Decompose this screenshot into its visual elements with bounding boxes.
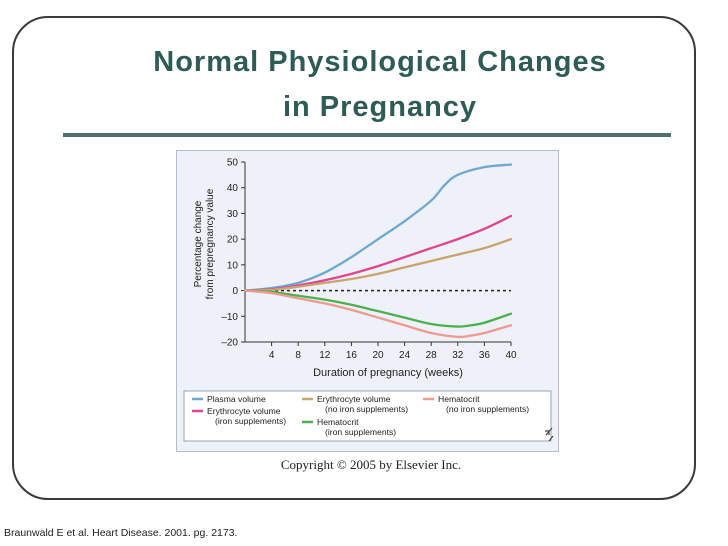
title-line-2: in Pregnancy	[282, 91, 478, 123]
copyright-text: Copyright © 2005 by Elsevier Inc.	[280, 457, 462, 472]
title-divider	[63, 133, 671, 137]
y-ticks: 50 40 30 20 10 0 –10 –20	[221, 158, 245, 349]
x-axis-label: Duration of pregnancy (weeks)	[313, 367, 463, 379]
y-tick-label: 30	[227, 209, 239, 220]
series-line-hct_noiron	[243, 289, 513, 339]
series-line-rbc_noiron	[243, 237, 513, 292]
legend-label-plasma: Plasma volume	[207, 394, 266, 404]
x-tick-label: 40	[505, 350, 517, 361]
title-line-1: Normal Physiological Changes	[153, 46, 607, 78]
chart-figure: 50 40 30 20 10 0 –10 –20 4 8 12 16 20 24 28 32 36 40 Per…	[176, 150, 559, 452]
x-tick-label: 24	[399, 350, 411, 361]
legend-sublabel-rbc_noiron: (no iron supplements)	[325, 404, 408, 414]
series-lines	[243, 163, 513, 339]
legend-label-hct_iron: Hematocrit	[317, 417, 359, 427]
y-tick-label: 0	[232, 286, 238, 297]
x-tick-label: 12	[319, 350, 331, 361]
x-tick-label: 16	[346, 350, 358, 361]
y-tick-label: 40	[227, 183, 239, 194]
x-tick-label: 28	[426, 350, 438, 361]
legend-label-rbc_noiron: Erythrocyte volume	[317, 394, 391, 404]
legend-label-hct_noiron: Hematocrit	[438, 394, 480, 404]
x-tick-label: 8	[295, 350, 301, 361]
corner-mark-icon	[545, 427, 554, 442]
series-line-plasma	[243, 163, 513, 292]
legend-sublabel-rbc_iron: (iron supplements)	[215, 416, 286, 426]
legend-label-rbc_iron: Erythrocyte volume	[207, 406, 281, 416]
series-line-hct_iron	[243, 289, 513, 328]
series-line-rbc_iron	[243, 214, 513, 292]
y-axis-label-line-1: Percentage change	[193, 200, 204, 287]
x-tick-label: 4	[269, 350, 275, 361]
legend-sublabel-hct_noiron: (no iron supplements)	[446, 404, 529, 414]
citation-text: Braunwald E et al. Heart Disease. 2001. …	[4, 527, 238, 539]
y-tick-label: 10	[227, 260, 239, 271]
slide-title: Normal Physiological Changes in Pregnanc…	[60, 40, 700, 130]
x-tick-label: 36	[479, 350, 491, 361]
x-tick-label: 32	[452, 350, 464, 361]
legend-box	[183, 390, 552, 442]
y-axis-label-line-2: from prepregnancy value	[205, 188, 216, 299]
x-tick-label: 20	[372, 350, 384, 361]
y-tick-label: –10	[221, 312, 238, 323]
x-ticks: 4 8 12 16 20 24 28 32 36 40	[269, 342, 517, 361]
y-tick-label: –20	[221, 338, 238, 349]
chart-svg: 50 40 30 20 10 0 –10 –20 4 8 12 16 20 24 28 32 36 40 Per…	[183, 158, 554, 442]
legend-sublabel-hct_iron: (iron supplements)	[325, 427, 396, 437]
y-tick-label: 20	[227, 235, 239, 246]
y-tick-label: 50	[227, 158, 239, 169]
